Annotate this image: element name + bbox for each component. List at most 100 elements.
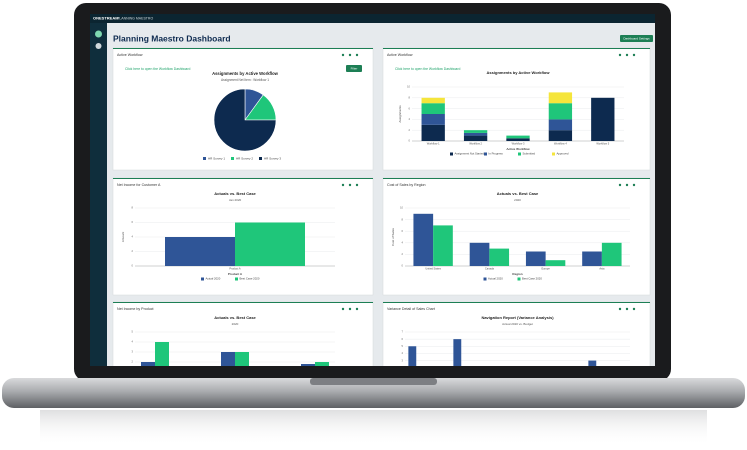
panel-accent [113, 178, 373, 179]
y-tick-label: 4 [409, 117, 411, 121]
x-axis-label: Active Workflow [506, 147, 530, 151]
legend-label: HR Survey 2 [236, 156, 253, 160]
y-tick-label: 4 [132, 340, 134, 344]
y-tick-label: 8 [409, 95, 411, 99]
panels: Active Workflow Click here to open the Wo… [112, 47, 651, 366]
settings-button[interactable] [620, 35, 653, 42]
panel-tool[interactable] [355, 307, 359, 311]
y-tick-label: 3 [402, 358, 404, 362]
legend-swatch [450, 152, 453, 156]
panel-tool[interactable] [341, 53, 345, 57]
y-tick-label: 4 [402, 351, 404, 355]
legend-swatch [483, 277, 487, 281]
y-tick-label: 0 [402, 264, 404, 268]
panel-tool[interactable] [625, 183, 629, 187]
panel-tool[interactable] [348, 183, 352, 187]
chart-subtitle: 2020 [514, 198, 521, 202]
bar [315, 362, 329, 366]
chart-subtitle: 2020 [232, 322, 239, 326]
y-tick-label: 7 [402, 330, 404, 334]
panel-tool[interactable] [348, 53, 352, 57]
y-tick-label: 3 [132, 350, 134, 354]
panel-tool[interactable] [348, 307, 352, 311]
chart-title: Assignments by Active Workflow [487, 70, 551, 75]
legend-swatch [552, 152, 555, 156]
sidebar-icon[interactable] [95, 30, 102, 38]
module-name: PLANNING MAESTRO [117, 16, 153, 20]
y-tick-label: 10 [407, 85, 410, 89]
panel-tool[interactable] [618, 307, 622, 311]
y-tick-label: 6 [409, 106, 411, 110]
x-tick-label: Europe [541, 267, 550, 271]
panel-tool[interactable] [341, 307, 345, 311]
bar [453, 339, 462, 366]
settings-button-label[interactable]: Dashboard Settings [623, 36, 650, 40]
legend-label: Best Case 2020 [522, 277, 542, 281]
panel-tool[interactable] [632, 183, 636, 187]
sidebar-icon[interactable] [95, 43, 102, 49]
bar [413, 213, 434, 266]
legend-swatch [201, 277, 204, 281]
chart-subtitle: Assignment Net Item : Workflow 1 [221, 78, 269, 82]
chart-title: Actuals vs. Best Case [214, 315, 256, 320]
x-tick-label: Canada [485, 267, 495, 271]
legend-swatch [231, 157, 234, 160]
y-tick-label: 6 [132, 220, 134, 224]
x-tick-label: Workflow 5 [596, 142, 609, 146]
filter-button[interactable] [346, 65, 362, 72]
top-bar [90, 14, 655, 23]
bar-segment [591, 97, 615, 141]
y-tick-label: 8 [402, 217, 404, 221]
x-axis-label: Product A [228, 272, 243, 276]
bar-segment [421, 124, 445, 141]
panel-tool[interactable] [355, 183, 359, 187]
panel-accent [383, 178, 650, 179]
panel-tool[interactable] [618, 183, 622, 187]
x-axis-label: Region [512, 272, 522, 276]
laptop-base [2, 378, 745, 408]
panel-tool[interactable] [632, 307, 636, 311]
panel-tool[interactable] [625, 307, 629, 311]
y-tick-label: 2 [402, 252, 404, 256]
legend-label: HR Survey 3 [264, 156, 281, 160]
y-tick-label: 4 [402, 240, 404, 244]
chart-subtitle: Actual 2020 vs. Budget [502, 322, 533, 326]
panel-title: Active Workflow [117, 53, 143, 57]
bar [165, 237, 235, 266]
legend-label: Submitted [523, 152, 536, 156]
screen: ONESTREAM PLANNING MAESTRO Planning Maes… [90, 14, 655, 366]
reflection [40, 410, 707, 446]
x-tick-label: Workflow 1 [427, 142, 440, 146]
legend-swatch [235, 277, 238, 281]
panel-tool[interactable] [632, 53, 636, 57]
bar [235, 352, 249, 366]
panel-title: Cost of Sales by Region [387, 183, 426, 187]
y-axis-label: Amount [121, 232, 125, 243]
y-tick-label: 6 [402, 229, 404, 233]
y-tick-label: 2 [132, 249, 134, 253]
y-axis-label: Cost of Sales [391, 228, 395, 246]
bar-segment [506, 135, 530, 139]
workflow-link[interactable]: Click here to open the Workflow Dashboar… [125, 67, 190, 71]
x-tick-label: Workflow 2 [469, 142, 482, 146]
filter-button-label[interactable]: Filter [351, 66, 358, 70]
workflow-link[interactable]: Click here to open the Workflow Dashboar… [395, 67, 460, 71]
x-tick-label: Workflow 4 [554, 142, 567, 146]
panel-tool[interactable] [618, 53, 622, 57]
panel [382, 301, 651, 366]
panel-tool[interactable] [341, 183, 345, 187]
bar-segment [463, 135, 488, 141]
brand: ONESTREAM [93, 16, 119, 21]
bar [489, 248, 510, 266]
bar-segment [421, 97, 445, 104]
bar [155, 342, 169, 366]
panel-tool[interactable] [625, 53, 629, 57]
panel-tool[interactable] [355, 53, 359, 57]
sidebar [90, 23, 107, 366]
y-tick-label: 0 [132, 264, 134, 268]
y-tick-label: 6 [402, 337, 404, 341]
legend-swatch [518, 152, 521, 156]
panel-accent [113, 302, 373, 303]
bar-segment [548, 119, 573, 131]
